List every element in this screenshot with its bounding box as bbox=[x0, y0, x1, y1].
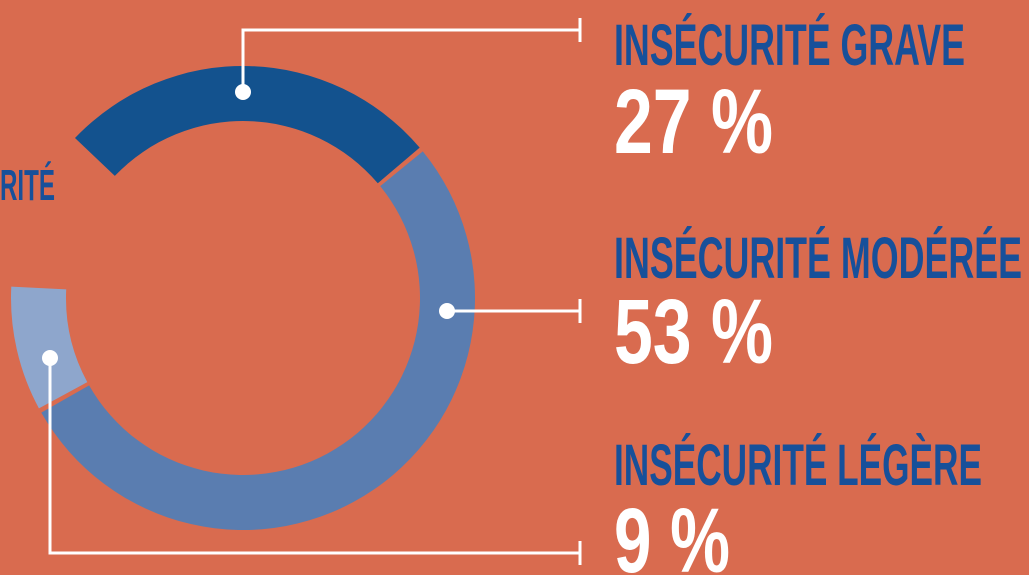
leader-line bbox=[48, 358, 580, 555]
legend-label: INSÉCURITÉ LÉGÈRE bbox=[614, 433, 982, 498]
donut-segment bbox=[11, 286, 88, 409]
value-label: 27 % bbox=[614, 71, 773, 173]
donut-segment bbox=[74, 65, 420, 184]
annotation: RITÉ bbox=[0, 160, 55, 210]
leader-dot bbox=[235, 84, 251, 100]
leader-dot bbox=[42, 350, 58, 366]
legend-label: INSÉCURITÉ GRAVE bbox=[614, 13, 965, 78]
legend-label: INSÉCURITÉ MODÉRÉE bbox=[614, 226, 1022, 291]
leader-dot bbox=[439, 303, 455, 319]
value-label: 53 % bbox=[614, 281, 773, 383]
value-label: 9 % bbox=[614, 490, 730, 575]
leader-line bbox=[241, 28, 580, 92]
donut-segment bbox=[41, 151, 476, 531]
